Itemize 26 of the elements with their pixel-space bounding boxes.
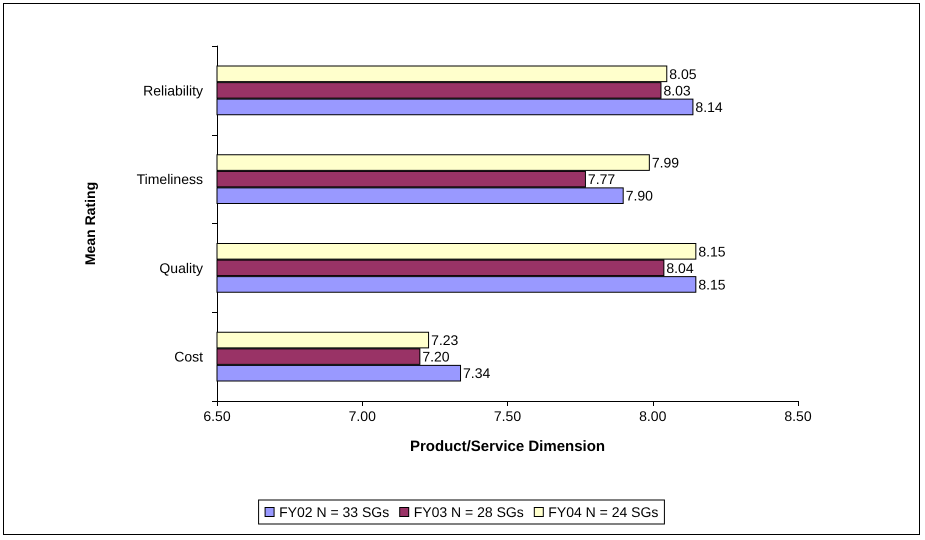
x-tick-label: 7.50: [494, 408, 522, 424]
y-axis-title: Mean Rating: [82, 182, 98, 266]
data-label: 7.20: [422, 348, 450, 365]
y-tick-label: Timeliness: [136, 171, 203, 188]
data-label: 8.15: [698, 276, 726, 292]
data-label: 7.99: [652, 154, 680, 171]
data-label: 7.77: [588, 171, 616, 188]
y-tick-label: Quality: [159, 260, 203, 276]
data-label: 8.14: [695, 98, 723, 115]
legend-label: FY04 N = 24 SGs: [548, 504, 658, 520]
y-tick-label: Reliability: [143, 82, 203, 98]
data-label: 8.03: [663, 82, 691, 98]
data-label: 8.04: [666, 260, 694, 276]
data-label: 7.23: [431, 332, 459, 348]
legend-label: FY03 N = 28 SGs: [414, 504, 524, 520]
x-tick-label: 7.00: [348, 408, 376, 424]
data-label: 7.34: [463, 365, 490, 382]
x-tick-label: 8.00: [639, 408, 667, 424]
x-tick-label: 6.50: [203, 408, 231, 424]
y-tick-label: Cost: [174, 348, 204, 365]
data-label: 7.90: [626, 188, 654, 204]
legend-label: FY02 N = 33 SGs: [279, 504, 390, 520]
x-axis-title: Product/Service Dimension: [410, 438, 606, 455]
data-label: 8.05: [669, 66, 697, 82]
data-label: 8.15: [698, 243, 726, 260]
x-tick-label: 8.50: [784, 408, 812, 424]
